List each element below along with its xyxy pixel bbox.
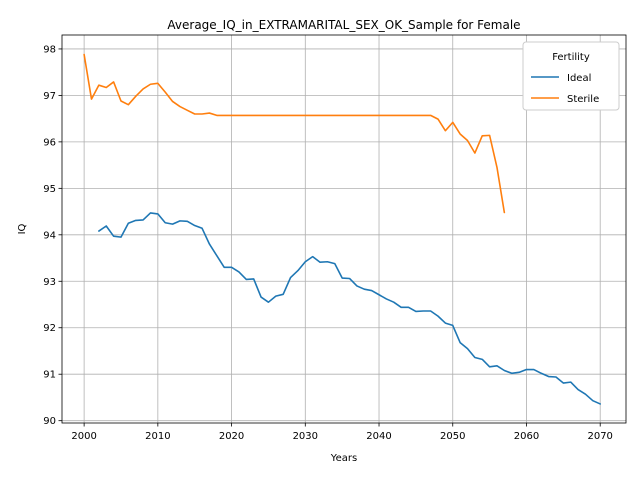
chart-title: Average_IQ_in_EXTRAMARITAL_SEX_OK_Sample… [167,18,520,32]
x-tick-label: 2010 [145,431,170,442]
series-line-ideal [98,212,602,405]
y-tick-label: 96 [43,137,56,148]
series-line-sterile [83,53,506,214]
x-axis-label: Years [330,453,357,464]
y-tick-label: 90 [43,416,56,427]
y-axis-ticks: 90 91 92 93 94 95 96 97 98 [43,44,62,427]
legend-box [522,41,620,111]
legend-title: Fertility [552,52,590,63]
x-tick-label: 2020 [219,431,244,442]
y-tick-label: 97 [43,91,56,102]
x-tick-label: 2070 [587,431,612,442]
y-tick-label: 95 [43,184,56,195]
x-axis-ticks: 2000 2010 2020 2030 2040 2050 2060 2070 [71,423,613,442]
plot-frame [61,34,627,424]
x-tick-label: 2060 [514,431,539,442]
y-tick-label: 98 [43,44,56,55]
y-tick-label: 94 [43,230,56,241]
legend: Fertility Ideal Sterile [522,41,620,111]
legend-label-sterile: Sterile [567,94,599,105]
x-tick-label: 2040 [366,431,391,442]
x-tick-label: 2030 [293,431,318,442]
y-tick-label: 93 [43,277,56,288]
legend-label-ideal: Ideal [567,73,591,84]
x-tick-label: 2000 [71,431,96,442]
y-axis-label: IQ [17,223,28,234]
y-tick-label: 91 [43,370,56,381]
series-lines [83,53,602,405]
x-tick-label: 2050 [440,431,465,442]
y-tick-label: 92 [43,323,56,334]
